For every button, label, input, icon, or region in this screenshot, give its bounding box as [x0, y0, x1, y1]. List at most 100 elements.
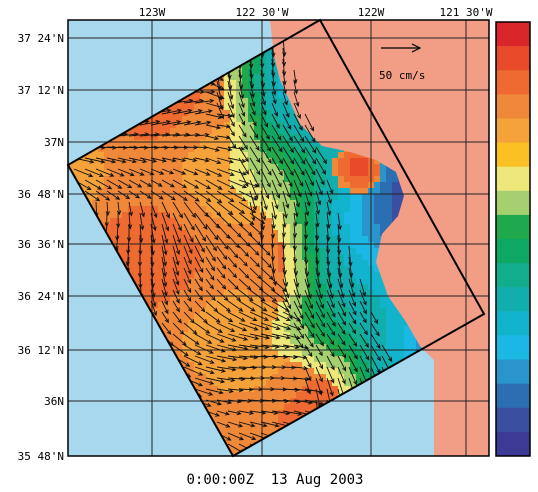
field-cell [290, 242, 297, 249]
field-cell [188, 338, 195, 345]
field-cell [314, 386, 321, 393]
field-cell [146, 266, 153, 273]
field-cell [212, 128, 219, 135]
field-cell [218, 380, 225, 387]
field-cell [302, 380, 309, 387]
field-cell [206, 116, 213, 123]
field-cell [206, 176, 213, 183]
field-cell [386, 344, 393, 351]
field-cell [278, 104, 285, 111]
field-cell [242, 194, 249, 201]
field-cell [146, 284, 153, 291]
field-cell [224, 278, 231, 285]
field-cell [272, 104, 279, 111]
field-cell [200, 344, 207, 351]
field-cell [236, 314, 243, 321]
field-cell [380, 194, 387, 201]
field-cell [104, 158, 111, 165]
field-cell [140, 278, 147, 285]
field-cell [230, 422, 237, 429]
field-cell [338, 170, 345, 177]
field-cell [254, 116, 261, 123]
field-cell [350, 266, 357, 273]
field-cell [296, 350, 303, 357]
field-cell [98, 170, 105, 177]
field-cell [326, 296, 333, 303]
field-cell [344, 170, 351, 177]
field-cell [158, 134, 165, 141]
field-cell [392, 194, 399, 201]
field-cell [242, 410, 249, 417]
field-cell [182, 128, 189, 135]
field-cell [278, 368, 285, 375]
field-cell [392, 182, 399, 189]
field-cell [290, 182, 297, 189]
field-cell [152, 170, 159, 177]
field-cell [272, 200, 279, 207]
field-cell [230, 188, 237, 195]
field-cell [260, 128, 267, 135]
field-cell [236, 176, 243, 183]
field-cell [362, 218, 369, 225]
field-cell [170, 332, 177, 339]
field-cell [266, 290, 273, 297]
field-cell [326, 386, 333, 393]
field-cell [374, 284, 381, 291]
field-cell [224, 188, 231, 195]
field-cell [224, 212, 231, 219]
field-cell [302, 332, 309, 339]
field-cell [218, 230, 225, 237]
field-cell [212, 236, 219, 243]
field-cell [230, 296, 237, 303]
field-cell [212, 224, 219, 231]
field-cell [176, 176, 183, 183]
field-cell [236, 182, 243, 189]
field-cell [260, 314, 267, 321]
field-cell [320, 218, 327, 225]
field-cell [224, 344, 231, 351]
field-cell [278, 380, 285, 387]
field-cell [194, 284, 201, 291]
field-cell [320, 260, 327, 267]
field-cell [224, 308, 231, 315]
field-cell [272, 260, 279, 267]
field-cell [290, 110, 297, 117]
field-cell [326, 380, 333, 387]
field-cell [290, 176, 297, 183]
field-cell [266, 392, 273, 399]
field-cell [266, 242, 273, 249]
field-cell [80, 158, 87, 165]
field-cell [200, 104, 207, 111]
field-cell [380, 320, 387, 327]
field-cell [194, 374, 201, 381]
field-cell [380, 314, 387, 321]
field-cell [356, 248, 363, 255]
field-cell [206, 386, 213, 393]
field-cell [302, 350, 309, 357]
field-cell [302, 308, 309, 315]
field-cell [302, 182, 309, 189]
field-cell [212, 176, 219, 183]
field-cell [272, 218, 279, 225]
field-cell [242, 434, 249, 441]
field-cell [188, 284, 195, 291]
field-cell [218, 218, 225, 225]
field-cell [182, 134, 189, 141]
field-cell [272, 116, 279, 123]
field-cell [254, 242, 261, 249]
field-cell [236, 308, 243, 315]
field-cell [242, 416, 249, 423]
field-cell [134, 278, 141, 285]
field-cell [290, 344, 297, 351]
field-cell [284, 236, 291, 243]
field-cell [338, 344, 345, 351]
field-cell [134, 188, 141, 195]
field-cell [314, 320, 321, 327]
field-cell [170, 338, 177, 345]
field-cell [182, 236, 189, 243]
field-cell [398, 188, 405, 195]
field-cell [290, 290, 297, 297]
field-cell [254, 230, 261, 237]
field-cell [284, 116, 291, 123]
field-cell [158, 224, 165, 231]
